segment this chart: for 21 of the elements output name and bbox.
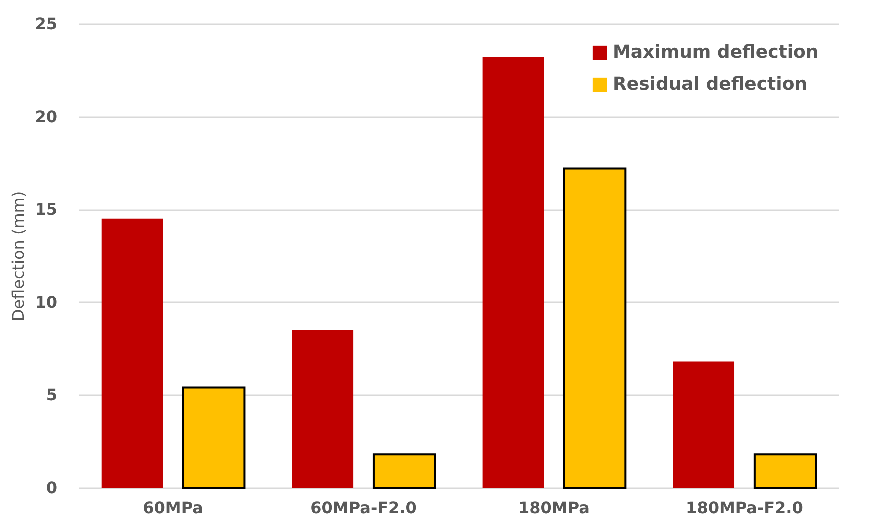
x-tick-label: 60MPa [143,498,204,518]
y-tick-label: 0 [46,478,58,498]
legend-label: Residual deflection [613,74,808,95]
bar [754,454,818,489]
x-tick-label: 180MPa-F2.0 [686,498,804,518]
bar [102,218,164,488]
y-tick-label: 15 [35,200,58,220]
y-tick-label: 10 [35,292,58,312]
bar [182,386,246,489]
y-tick-label: 20 [35,107,58,126]
y-tick-label: 5 [46,386,58,405]
bar [372,454,436,489]
x-tick-label: 180MPa [518,498,590,518]
y-tick-label: 25 [35,14,58,34]
legend-label: Maximum deflection [613,42,819,63]
bar [673,362,735,488]
bar [482,57,544,488]
bar [563,168,627,489]
y-axis-title: Deflection (mm) [9,191,28,322]
bar [292,330,354,488]
x-tick-label: 60MPa-F2.0 [310,498,417,518]
